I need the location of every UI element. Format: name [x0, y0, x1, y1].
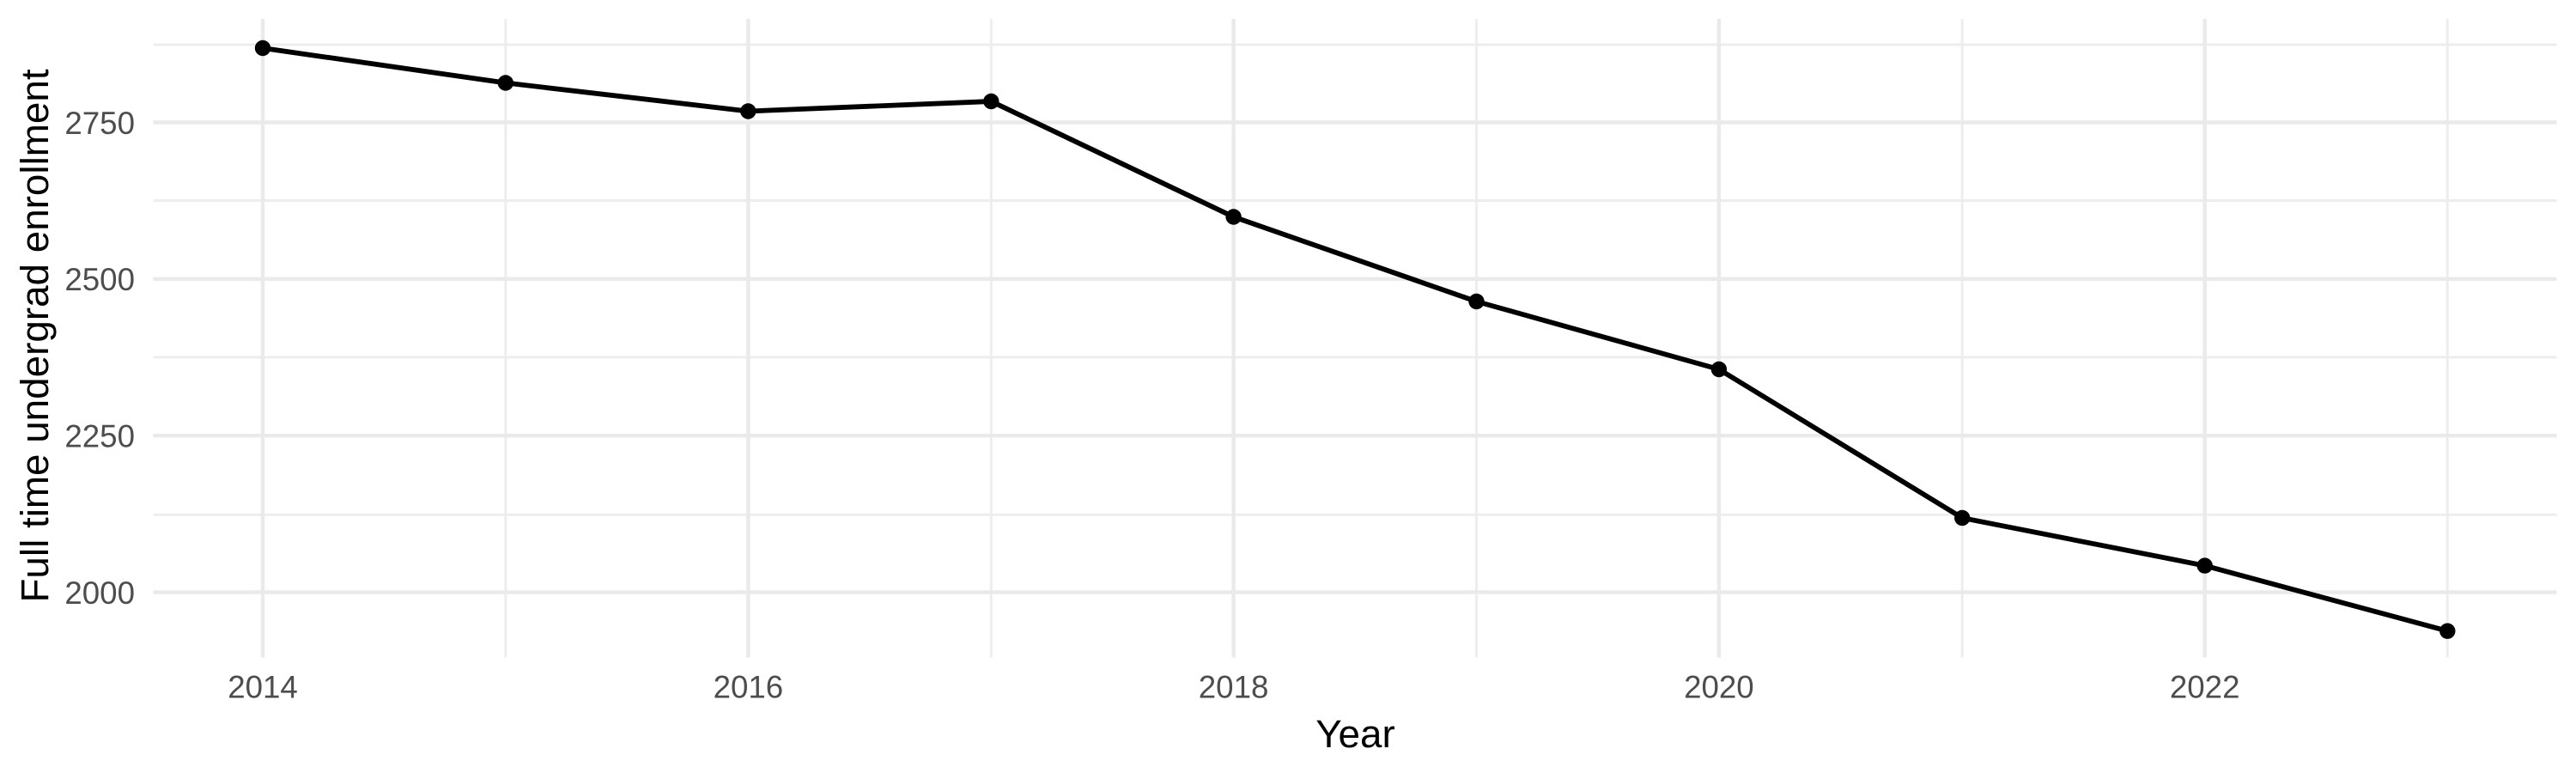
svg-text:2016: 2016 — [714, 670, 784, 705]
svg-text:2020: 2020 — [1684, 670, 1754, 705]
svg-text:2014: 2014 — [228, 670, 298, 705]
svg-text:Full time undergrad enrollment: Full time undergrad enrollment — [13, 69, 57, 602]
svg-text:2018: 2018 — [1199, 670, 1269, 705]
svg-text:2000: 2000 — [64, 575, 135, 611]
svg-text:2750: 2750 — [64, 106, 135, 141]
svg-text:2022: 2022 — [2170, 670, 2240, 705]
svg-text:2250: 2250 — [64, 419, 135, 454]
svg-text:Year: Year — [1315, 712, 1395, 756]
svg-text:2500: 2500 — [64, 262, 135, 297]
